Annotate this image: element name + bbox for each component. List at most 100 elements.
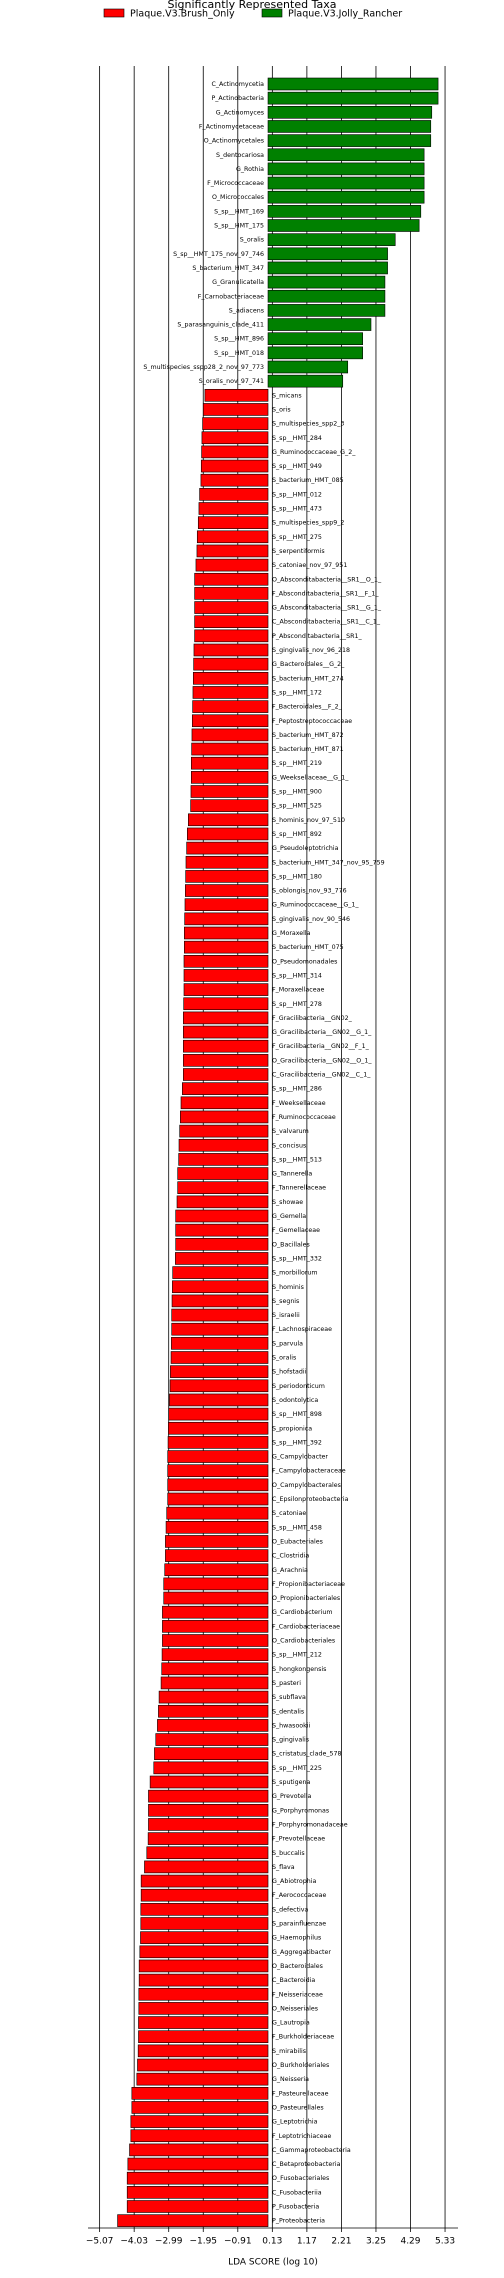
bar (190, 771, 269, 784)
bar (195, 558, 269, 572)
category-label: F_Gracilibacteria__GN02__F_1_ (272, 1043, 370, 1050)
bar (136, 2072, 269, 2086)
bar (194, 587, 269, 600)
category-label: F_Tannerellaceae (272, 1185, 326, 1192)
x-tick-label: 5.33 (435, 2237, 455, 2247)
category-label: S_sp__HMT_314 (272, 972, 322, 979)
category-label: S_subflava (272, 1694, 306, 1701)
bar (169, 1379, 269, 1393)
category-label: S_cristatus_clade_578 (272, 1751, 342, 1758)
category-label: O_Cardiobacteriales (272, 1638, 335, 1645)
bar (192, 686, 269, 699)
bar (267, 360, 349, 374)
bar (267, 134, 432, 147)
bar (267, 219, 420, 232)
bar (267, 120, 432, 133)
x-tick-label: 4.29 (400, 2237, 420, 2247)
bar (169, 1393, 269, 1407)
category-label: G_Absconditabacteria__SR1__G_1_ (272, 605, 382, 612)
category-label: C_Gracilibacteria__GN02__C_1_ (272, 1072, 371, 1079)
bar (148, 1818, 269, 1831)
bar (198, 502, 269, 515)
bar (167, 1436, 269, 1449)
bar (182, 1082, 269, 1095)
category-label: S_oblongis_nov_93_776 (272, 888, 347, 895)
category-label: S_oralis (240, 237, 264, 244)
category-label: S_bacterium_HMT_347_nov_95_759 (272, 859, 385, 866)
category-label: G_Moraxella (272, 930, 311, 937)
bar (170, 1365, 269, 1378)
bar (157, 1719, 269, 1732)
bar (196, 530, 269, 544)
category-label: G_Rothia (236, 166, 264, 173)
bar (184, 940, 269, 954)
category-label: S_multispecies_spp2_3 (272, 421, 344, 428)
bar (190, 756, 269, 770)
bar (183, 954, 269, 968)
bar (267, 91, 439, 105)
bar (193, 643, 269, 657)
category-label: C_Clostridia (272, 1553, 309, 1560)
category-label: F_Propionibacteriaceae (272, 1581, 345, 1588)
bar (267, 346, 363, 360)
x-tick-label: 3.25 (366, 2237, 386, 2247)
bar (139, 1945, 269, 1959)
category-label: G_Arachnia (272, 1567, 308, 1574)
bar (161, 1648, 269, 1661)
category-label: G_Leptotrichia (272, 2119, 318, 2126)
bar (267, 233, 396, 246)
bar (140, 1874, 269, 1888)
category-label: S_hwasookii (272, 1722, 311, 1729)
category-label: G_Neisseria (272, 2076, 309, 2083)
category-label: O_Absconditabacteria__SR1__O_1_ (272, 576, 382, 583)
bar (200, 473, 269, 487)
category-label: S_buccalis (272, 1850, 305, 1857)
bar (138, 2030, 269, 2043)
bar (167, 1450, 269, 1463)
category-label: S_sp__HMT_212 (272, 1652, 322, 1659)
bar (197, 516, 269, 529)
bar (200, 459, 269, 473)
bar (184, 912, 269, 926)
category-label: S_hominis_nov_97_510 (272, 817, 345, 824)
category-label: G_Gemella (272, 1213, 306, 1220)
bar (162, 1620, 269, 1633)
bar (204, 388, 269, 402)
bar (177, 1181, 269, 1194)
category-label: S_dentalis (272, 1708, 304, 1715)
bar (131, 2087, 269, 2100)
category-label: F_Burkholderiaceae (272, 2034, 334, 2041)
bar (187, 827, 269, 841)
bar (267, 332, 363, 346)
bar (140, 1888, 269, 1902)
x-tick-label: −2.99 (155, 2237, 183, 2247)
category-label: S_sp__HMT_513 (272, 1156, 322, 1163)
bar (127, 2157, 269, 2171)
bar (267, 106, 433, 119)
bar (148, 1804, 269, 1817)
category-label: F_Ruminococcaceae (272, 1114, 336, 1121)
category-label: S_gingivalis_nov_90_546 (272, 916, 350, 923)
category-label: S_sp__HMT_225 (272, 1765, 322, 1772)
x-tick-label: −4.03 (120, 2237, 148, 2247)
category-label: S_valvarum (272, 1128, 309, 1135)
category-label: S_oris (272, 406, 291, 413)
bar (164, 1563, 269, 1577)
category-label: O_Neisseriales (272, 2005, 318, 2012)
category-label: O_Eubacteriales (272, 1538, 323, 1545)
bar (185, 855, 269, 869)
category-label: F_Bacteroidales__F_2_ (272, 704, 343, 711)
category-label: S_sputigena (272, 1779, 310, 1786)
bar (267, 261, 388, 275)
category-label: O_Pasteurellales (272, 2104, 324, 2111)
x-tick-label: −1.95 (189, 2237, 217, 2247)
category-label: S_multispecies_spp9_2 (272, 520, 344, 527)
bar (117, 2214, 269, 2227)
bar (146, 1846, 269, 1860)
category-label: P_Absconditabacteria__SR1_ (272, 633, 362, 640)
category-label: S_serpentiformis (272, 548, 325, 555)
bar (167, 1478, 269, 1492)
category-label: F_Pasteurellaceae (272, 2090, 329, 2097)
bar (199, 488, 269, 501)
